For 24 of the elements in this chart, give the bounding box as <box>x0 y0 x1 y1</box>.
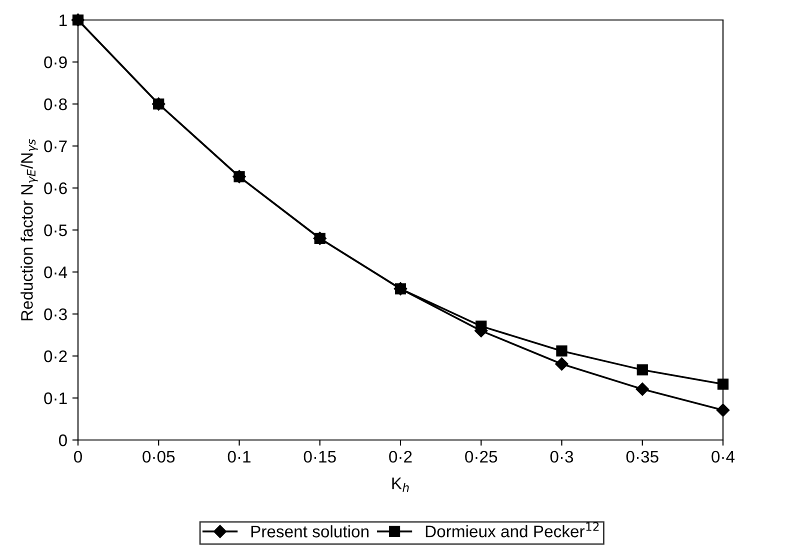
y-tick-label: 0 <box>58 434 67 446</box>
y-tick-label: 0·3 <box>44 308 67 320</box>
y-tick-label: 0·4 <box>44 266 68 278</box>
x-tick-label: 0 <box>74 450 82 463</box>
y-tick-label: 0·5 <box>44 224 67 236</box>
legend-label: Dormieux and Pecker$^{12}$ <box>426 522 599 538</box>
y-tick-label: 0·1 <box>44 392 67 404</box>
x-tick-label: 0·05 <box>142 450 175 463</box>
x-tick-label: 0·35 <box>626 450 658 463</box>
y-tick-label: 0·2 <box>44 350 67 362</box>
y-tick-label: 0·9 <box>44 56 67 68</box>
y-tick-label: 0·6 <box>44 182 67 194</box>
x-tick-label: 0·15 <box>304 450 336 463</box>
y-tick-label: 0·8 <box>44 98 67 110</box>
y-tick-label: 0·7 <box>44 140 67 152</box>
x-tick-label: 0·25 <box>465 450 498 463</box>
y-axis-title: Reduction factor N$_{γE}$/N$_{γs}$ <box>20 139 38 320</box>
y-tick-label: 1 <box>60 14 67 26</box>
legend-label: Present solution <box>251 525 368 538</box>
x-axis-title: K$_{h}$ <box>392 478 409 492</box>
x-tick-label: 0·2 <box>389 450 412 463</box>
x-tick-label: 0·3 <box>550 450 574 463</box>
x-tick-label: 0·1 <box>228 450 250 463</box>
x-tick-label: 0·4 <box>712 450 735 463</box>
